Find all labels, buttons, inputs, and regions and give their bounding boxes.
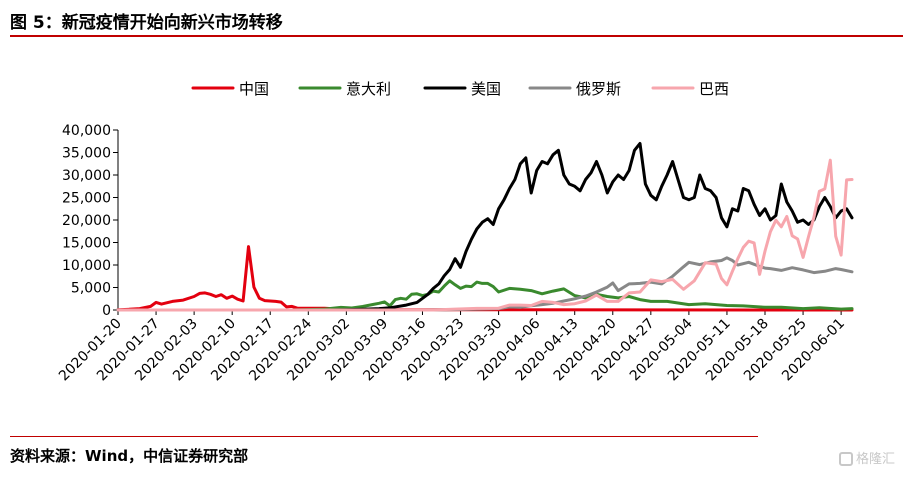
series-lines bbox=[116, 142, 854, 312]
y-tick-label: 5,000 bbox=[71, 281, 111, 297]
figure-title: 图 5：新冠疫情开始向新兴市场转移 bbox=[10, 13, 283, 33]
legend-label: 意大利 bbox=[346, 80, 391, 98]
series-line-意大利 bbox=[116, 279, 854, 312]
figure-header: 图 5：新冠疫情开始向新兴市场转移 bbox=[0, 0, 913, 38]
legend-label: 美国 bbox=[471, 80, 501, 98]
watermark: 格隆汇 bbox=[838, 448, 895, 467]
watermark-logo-icon bbox=[838, 452, 853, 466]
line-chart: 中国 意大利 美国 俄罗斯 巴西 0 5,000 10,000 15,000 20,000 25,… bbox=[56, 80, 854, 384]
y-tick-label: 20,000 bbox=[62, 213, 111, 229]
legend-label: 俄罗斯 bbox=[576, 80, 621, 98]
legend-label: 中国 bbox=[239, 80, 269, 98]
series-line-巴西 bbox=[116, 158, 854, 312]
watermark-text: 格隆汇 bbox=[855, 452, 895, 467]
chart-legend: 中国 意大利 美国 俄罗斯 巴西 bbox=[191, 80, 729, 98]
y-tick-label: 15,000 bbox=[62, 236, 111, 252]
y-tick-label: 35,000 bbox=[62, 146, 111, 162]
footer-divider bbox=[10, 436, 758, 437]
source-note: 资料来源：Wind，中信证券研究部 bbox=[10, 447, 249, 465]
y-axis: 0 5,000 10,000 15,000 20,000 25,000 30,000 35,0… bbox=[62, 123, 119, 319]
x-axis: 2020-01-202020-01-272020-02-032020-02-10… bbox=[56, 309, 852, 384]
header-divider bbox=[10, 35, 903, 37]
y-tick-label: 30,000 bbox=[62, 168, 111, 184]
y-tick-label: 25,000 bbox=[62, 191, 111, 207]
series-line-中国 bbox=[116, 245, 854, 312]
y-tick-label: 40,000 bbox=[62, 123, 111, 139]
series-line-美国 bbox=[116, 142, 854, 312]
legend-label: 巴西 bbox=[699, 80, 729, 98]
y-tick-label: 0 bbox=[102, 303, 111, 319]
y-tick-label: 10,000 bbox=[62, 258, 111, 274]
